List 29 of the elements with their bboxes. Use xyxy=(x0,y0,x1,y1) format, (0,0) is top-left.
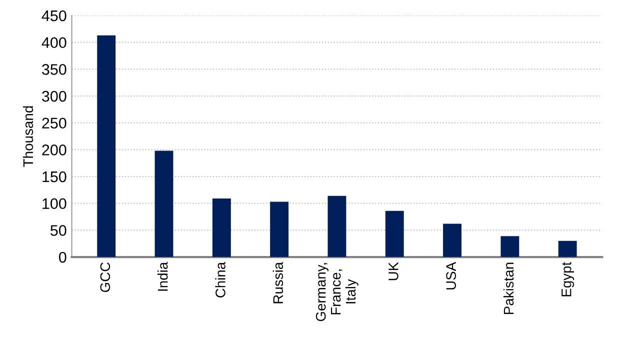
x-tick-label: UK xyxy=(388,262,398,280)
x-tick-label: China xyxy=(215,262,226,298)
bar xyxy=(97,35,116,258)
y-tick-label: 400 xyxy=(42,37,66,48)
y-tick-label: 0 xyxy=(59,252,66,263)
y-tick-label: 200 xyxy=(42,144,66,156)
x-tick-label: Russia xyxy=(272,262,284,304)
x-tick-label: Egypt xyxy=(562,262,574,296)
bar xyxy=(270,202,289,258)
x-tick-label: Germany, France, Italy xyxy=(316,263,358,322)
x-tick-label: India xyxy=(158,262,168,291)
x-tick-label: Pakistan xyxy=(503,262,514,314)
y-tick-label: 300 xyxy=(42,90,66,102)
y-tick-label: 150 xyxy=(42,171,66,182)
bar xyxy=(328,196,346,258)
y-tick-label: 100 xyxy=(42,198,66,210)
y-tick-label: 50 xyxy=(50,225,66,236)
y-tick-label: 450 xyxy=(42,10,66,22)
bar xyxy=(443,224,462,258)
bar xyxy=(154,150,174,258)
bar xyxy=(385,210,404,258)
x-tick-label: GCC xyxy=(100,262,110,292)
y-axis-title: Thousand xyxy=(22,106,34,167)
bar xyxy=(558,240,577,258)
bar xyxy=(212,198,231,258)
bar xyxy=(500,236,520,258)
x-tick-label: USA xyxy=(446,262,456,290)
y-tick-label: 250 xyxy=(42,118,66,129)
y-tick-label: 350 xyxy=(42,64,66,75)
